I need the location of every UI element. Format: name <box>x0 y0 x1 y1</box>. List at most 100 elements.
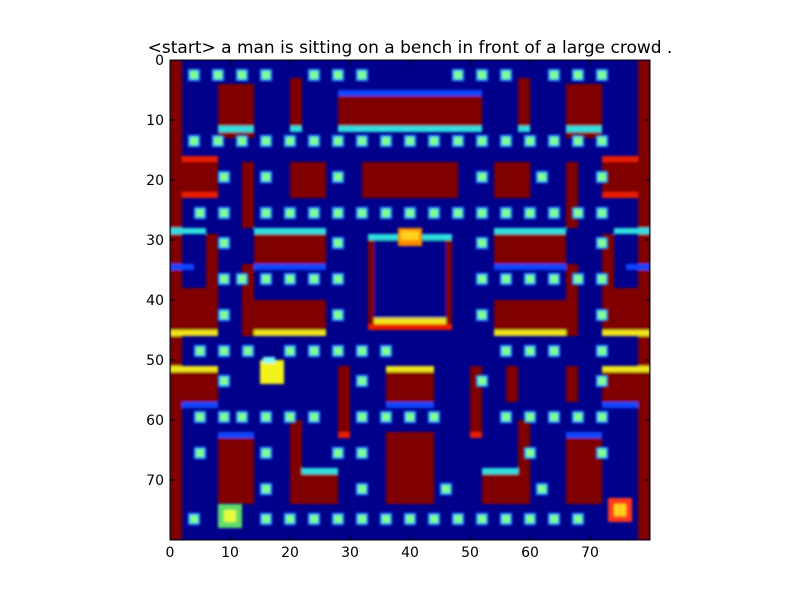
y-tick-label-5: 50 <box>146 353 164 369</box>
maze-wall-48 <box>218 126 254 132</box>
maze-wall-14 <box>290 162 326 198</box>
pellet-3 <box>262 71 270 79</box>
pellet-22 <box>406 137 414 145</box>
pellet-112 <box>358 485 366 493</box>
pellet-125 <box>478 515 486 523</box>
x-tick-label-3: 30 <box>341 545 359 561</box>
x-tick-label-7: 70 <box>581 545 599 561</box>
pellet-61 <box>286 275 294 283</box>
pellet-44 <box>382 209 390 217</box>
pellet-64 <box>478 275 486 283</box>
maze-wall-13 <box>242 162 254 228</box>
pellet-37 <box>196 209 204 217</box>
maze-wall-40 <box>182 192 218 198</box>
pellet-21 <box>382 137 390 145</box>
x-axis: 0 10 20 30 40 50 60 70 <box>166 60 599 561</box>
pellet-17 <box>286 137 294 145</box>
pellet-84 <box>550 347 558 355</box>
pellet-42 <box>334 209 342 217</box>
pellet-6 <box>358 71 366 79</box>
pellet-66 <box>526 275 534 283</box>
maze-wall-61 <box>182 402 218 408</box>
pellet-76 <box>244 347 252 355</box>
enemy-core <box>614 504 626 516</box>
maze-wall-49 <box>566 126 602 132</box>
maze-wall-69 <box>470 432 482 438</box>
pellet-27 <box>526 137 534 145</box>
pellet-107 <box>334 449 342 457</box>
maze-pellets <box>188 69 608 525</box>
pellet-4 <box>310 71 318 79</box>
pellet-70 <box>220 311 228 319</box>
pellet-93 <box>262 413 270 421</box>
maze-wall-34 <box>518 420 530 504</box>
pellet-5 <box>334 71 342 79</box>
pellet-41 <box>310 209 318 217</box>
maze-wall-11 <box>518 78 530 132</box>
pellet-51 <box>550 209 558 217</box>
pellet-60 <box>262 275 270 283</box>
maze-wall-15 <box>362 162 458 198</box>
maze-wall-54 <box>170 366 218 372</box>
pellet-39 <box>262 209 270 217</box>
game-frame-image <box>170 60 650 540</box>
maze-wall-41 <box>602 192 638 198</box>
pellet-18 <box>310 137 318 145</box>
pellet-114 <box>538 485 546 493</box>
maze-wall-32 <box>290 420 302 504</box>
pellet-85 <box>598 347 606 355</box>
maze-wall-50 <box>170 330 218 336</box>
maze-wall-52 <box>254 330 326 336</box>
pellet-55 <box>334 239 342 247</box>
y-tick-label-6: 60 <box>146 413 164 429</box>
pellet-100 <box>502 413 510 421</box>
pellet-95 <box>310 413 318 421</box>
figure-title: <start> a man is sitting on a bench in f… <box>148 38 673 58</box>
pellet-94 <box>286 413 294 421</box>
pellet-16 <box>262 137 270 145</box>
maze-wall-30 <box>566 366 578 402</box>
pellet-127 <box>526 515 534 523</box>
pellet-35 <box>538 173 546 181</box>
pellet-59 <box>238 275 246 283</box>
maze-wall-33 <box>386 432 434 504</box>
pellet-108 <box>358 449 366 457</box>
pellet-23 <box>430 137 438 145</box>
pellet-79 <box>334 347 342 355</box>
maze-wall-45 <box>494 228 566 234</box>
pellet-98 <box>406 413 414 421</box>
pellet-106 <box>262 449 270 457</box>
pellet-83 <box>526 347 534 355</box>
x-tick-label-6: 60 <box>521 545 539 561</box>
pellet-86 <box>220 377 228 385</box>
y-tick-label-3: 30 <box>146 233 164 249</box>
pellet-115 <box>190 515 198 523</box>
pellet-12 <box>598 71 606 79</box>
x-tick-label-0: 0 <box>166 545 175 561</box>
pellet-110 <box>598 449 606 457</box>
pellet-53 <box>598 209 606 217</box>
pellet-122 <box>406 515 414 523</box>
pellet-24 <box>454 137 462 145</box>
pellet-31 <box>220 173 228 181</box>
maze-wall-62 <box>602 402 638 408</box>
maze-wall-68 <box>338 432 350 438</box>
pellet-109 <box>526 449 534 457</box>
pellet-113 <box>442 485 450 493</box>
pellet-50 <box>526 209 534 217</box>
pellet-105 <box>196 449 204 457</box>
pellet-57 <box>598 239 606 247</box>
pellet-117 <box>286 515 294 523</box>
y-tick-label-4: 40 <box>146 293 164 309</box>
ghost-house-floor-glow <box>374 318 446 324</box>
pellet-19 <box>334 137 342 145</box>
pellet-129 <box>574 515 582 523</box>
maze-wall-2 <box>182 156 218 198</box>
pellet-20 <box>358 137 366 145</box>
pellet-63 <box>334 275 342 283</box>
pellet-34 <box>478 173 486 181</box>
maze-wall-60 <box>494 264 566 270</box>
maze-wall-42 <box>170 228 206 234</box>
pellet-124 <box>454 515 462 523</box>
pellet-87 <box>358 377 366 385</box>
